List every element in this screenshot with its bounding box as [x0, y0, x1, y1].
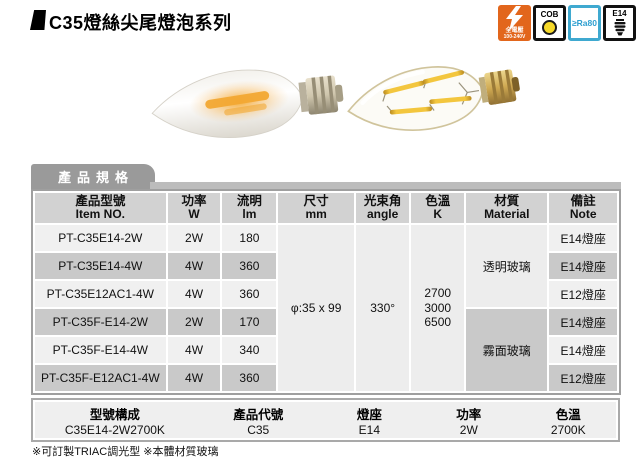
cri-badge-label: ≥Ra80: [572, 18, 597, 28]
model-header: 色溫: [555, 408, 581, 422]
footer-note: ※可訂製TRIAC調光型 ※本體材質玻璃: [32, 446, 219, 458]
table-row: PT-C35E14-4W 4W 360 E14燈座: [35, 253, 617, 279]
cob-badge: COB: [533, 5, 566, 41]
model-table: 型號構成 產品代號 燈座 功率 色溫 C35E14-2W2700K C35 E1…: [31, 398, 620, 442]
cell-item: PT-C35F-E14-2W: [35, 309, 166, 335]
table-row: PT-C35F-E14-2W 2W 170 霧面玻璃 E14燈座: [35, 309, 617, 391]
section-bar: [150, 182, 621, 189]
page-title: C35燈絲尖尾燈泡系列: [49, 13, 232, 33]
model-table-header-row: 型號構成 產品代號 燈座 功率 色溫: [33, 400, 618, 423]
led-filament: [429, 96, 472, 104]
cell-item: PT-C35E12AC1-4W: [35, 281, 166, 307]
full-voltage-badge: 全電壓 100-240V: [498, 5, 531, 41]
col-header-lumen: 流明 lm: [222, 193, 277, 223]
model-header: 功率: [456, 408, 482, 422]
cell-watt: 2W: [167, 225, 221, 251]
lightning-icon: [506, 6, 523, 31]
clear-bulb-image: [347, 66, 520, 132]
cell-item: PT-C35F-E12AC1-4W: [35, 365, 166, 391]
bulb-neck: [478, 76, 489, 103]
table-header-row: 產品型號 Item NO. 功率 W 流明 lm 尺寸 mm 光束角 angle 色溫 K …: [35, 193, 617, 223]
col-header-cct: 色溫 K: [411, 193, 465, 223]
model-header: 燈座: [356, 408, 382, 422]
frosted-bulb-image: [151, 69, 344, 138]
led-filament: [389, 106, 433, 115]
title-marker-icon: [30, 10, 46, 30]
cell-note: E14燈座: [549, 253, 617, 279]
cell-lumen: 360: [222, 365, 277, 391]
cell-item: PT-C35E14-4W: [35, 253, 166, 279]
voltage-badge-range: 100-240V: [503, 34, 526, 40]
model-header: 產品代號: [233, 408, 284, 422]
model-value: C35E14-2W2700K: [64, 423, 165, 437]
section-title: 產品規格: [57, 170, 134, 185]
cell-note: E12燈座: [549, 281, 617, 307]
cell-material-clear: 透明玻璃: [466, 225, 548, 307]
cell-watt: 4W: [167, 365, 221, 391]
table-row: PT-C35F-E14-4W 4W 340 E14燈座: [35, 337, 617, 363]
model-value: 2W: [459, 423, 478, 437]
e14-base-badge: E14: [603, 5, 636, 41]
voltage-badge-label: 全電壓: [505, 28, 524, 34]
badge-row: 全電壓 100-240V COB ≥Ra80 E14: [498, 5, 636, 41]
e14-badge-label: E14: [612, 9, 627, 19]
base-tip: [511, 77, 520, 92]
cell-material-frosted: 霧面玻璃: [466, 309, 548, 391]
cell-lumen: 360: [222, 281, 277, 307]
cob-led-icon: [542, 20, 557, 36]
lamp-base-icon: [614, 18, 625, 36]
cell-note: E14燈座: [549, 309, 617, 335]
cell-watt: 4W: [167, 337, 221, 363]
cell-lumen: 170: [222, 309, 277, 335]
col-header-item: 產品型號 Item NO.: [35, 193, 166, 223]
cell-watt: 4W: [167, 253, 221, 279]
cri-badge: ≥Ra80: [568, 5, 601, 41]
cell-watt: 4W: [167, 281, 221, 307]
model-header: 型號構成: [89, 408, 140, 422]
col-header-material: 材質 Material: [466, 193, 548, 223]
cell-item: PT-C35E14-2W: [35, 225, 166, 251]
col-header-size: 尺寸 mm: [278, 193, 354, 223]
filament-bar: [205, 91, 270, 109]
col-header-angle: 光束角 angle: [355, 193, 410, 223]
cell-item: PT-C35F-E14-4W: [35, 337, 166, 363]
cell-lumen: 360: [222, 253, 277, 279]
cell-angle: 330°: [355, 225, 410, 391]
model-value: C35: [247, 423, 270, 437]
col-header-note: 備註 Note: [549, 193, 617, 223]
section-title-tab: 產品規格: [31, 164, 155, 189]
cell-lumen: 340: [222, 337, 277, 363]
table-row: PT-C35E14-2W 2W 180 φ:35 x 99 330° 2700 …: [35, 225, 617, 391]
bulb-neck: [298, 81, 309, 113]
filament-bar-2: [224, 103, 267, 116]
cob-badge-label: COB: [540, 9, 559, 19]
spec-table: 產品型號 Item NO. 功率 W 流明 lm 尺寸 mm 光束角 angle 色溫 K …: [31, 189, 621, 395]
model-table-value-row: C35E14-2W2700K C35 E14 2W 2700K: [33, 423, 618, 440]
cell-watt: 2W: [167, 309, 221, 335]
model-value: E14: [358, 423, 381, 437]
cell-note: E12燈座: [549, 365, 617, 391]
table-row: PT-C35E12AC1-4W 4W 360 E12燈座: [35, 281, 617, 307]
led-filament: [422, 70, 464, 84]
base-tip: [334, 84, 344, 102]
cell-lumen: 180: [222, 225, 277, 251]
model-value: 2700K: [550, 423, 586, 437]
cell-cct: 2700 3000 6500: [411, 225, 465, 391]
led-filament: [383, 80, 425, 95]
cell-note: E14燈座: [549, 225, 617, 251]
col-header-watt: 功率 W: [167, 193, 221, 223]
table-row: PT-C35F-E12AC1-4W 4W 360 E12燈座: [35, 365, 617, 391]
cell-note: E14燈座: [549, 337, 617, 363]
cell-size: φ:35 x 99: [278, 225, 354, 391]
